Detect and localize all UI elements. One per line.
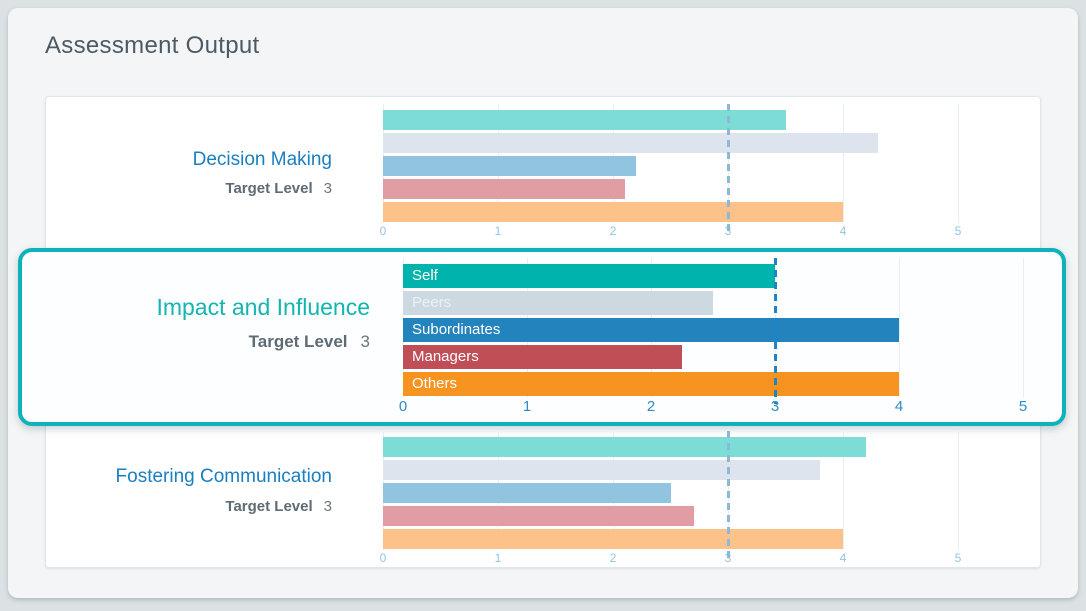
gridline-4 xyxy=(899,258,900,397)
target-level-value: 3 xyxy=(360,332,370,351)
bar-self xyxy=(383,110,786,130)
plot-area-impact-and-influence: 0 1 2 3 4 5 Self Peers Subordinates Managers Other… xyxy=(399,258,1048,418)
bar-others xyxy=(383,202,843,222)
gridline-5 xyxy=(958,431,959,550)
gridline-5 xyxy=(958,104,959,223)
axis-tick-1: 1 xyxy=(522,398,532,415)
axis-tick-5: 5 xyxy=(1018,398,1028,415)
bar-label-subordinates: Subordinates xyxy=(412,321,501,338)
axis-tick-0: 0 xyxy=(398,398,408,415)
target-level-line xyxy=(774,258,777,404)
chart-title: Fostering Communication xyxy=(115,466,332,487)
axis-tick-1: 1 xyxy=(494,224,502,238)
bar-self: Self xyxy=(403,264,775,288)
axis-tick-4: 4 xyxy=(894,398,904,415)
axis-tick-0: 0 xyxy=(379,224,387,238)
chart-title: Decision Making xyxy=(192,149,332,170)
bar-subordinates: Subordinates xyxy=(403,318,899,342)
bar-managers xyxy=(383,179,625,199)
gridline-5 xyxy=(1023,258,1024,397)
target-level-label: Target Level xyxy=(225,180,313,197)
target-level-value: 3 xyxy=(323,498,332,515)
chart-section-impact-and-influence[interactable]: Impact and Influence Target Level 3 0 1 2 3 4… xyxy=(18,248,1066,426)
bar-peers xyxy=(383,133,878,153)
axis-tick-2: 2 xyxy=(609,224,617,238)
bar-others: Others xyxy=(403,372,899,396)
bar-label-managers: Managers xyxy=(412,348,479,365)
page-title: Assessment Output xyxy=(45,32,260,59)
bar-label-peers: Peers xyxy=(412,294,452,311)
axis-tick-0: 0 xyxy=(379,551,387,565)
bar-peers: Peers xyxy=(403,291,713,315)
axis-tick-2: 2 xyxy=(646,398,656,415)
bar-managers: Managers xyxy=(403,345,682,369)
target-level-line xyxy=(727,431,730,559)
bar-peers xyxy=(383,460,820,480)
target-level-line xyxy=(727,104,730,232)
target-level-row: Target Level 3 xyxy=(52,332,370,352)
target-level-row: Target Level 3 xyxy=(80,180,332,197)
axis-tick-5: 5 xyxy=(954,551,962,565)
axis-tick-1: 1 xyxy=(494,551,502,565)
target-level-row: Target Level 3 xyxy=(80,498,332,515)
bar-managers xyxy=(383,506,694,526)
chart-title: Impact and Influence xyxy=(156,294,370,320)
gridline-4 xyxy=(843,104,844,223)
bar-others xyxy=(383,529,843,549)
bar-label-others: Others xyxy=(412,375,458,392)
axis-tick-4: 4 xyxy=(839,551,847,565)
bar-subordinates xyxy=(383,156,636,176)
bar-subordinates xyxy=(383,483,671,503)
target-level-label: Target Level xyxy=(225,498,313,515)
target-level-label: Target Level xyxy=(248,332,348,351)
axis-tick-4: 4 xyxy=(839,224,847,238)
gridline-4 xyxy=(843,431,844,550)
bar-label-self: Self xyxy=(412,267,438,284)
axis-tick-5: 5 xyxy=(954,224,962,238)
axis-tick-3: 3 xyxy=(770,398,780,415)
axis-tick-2: 2 xyxy=(609,551,617,565)
bar-self xyxy=(383,437,866,457)
target-level-value: 3 xyxy=(323,180,332,197)
assessment-card: Assessment Output Decision Making Target… xyxy=(8,8,1078,598)
